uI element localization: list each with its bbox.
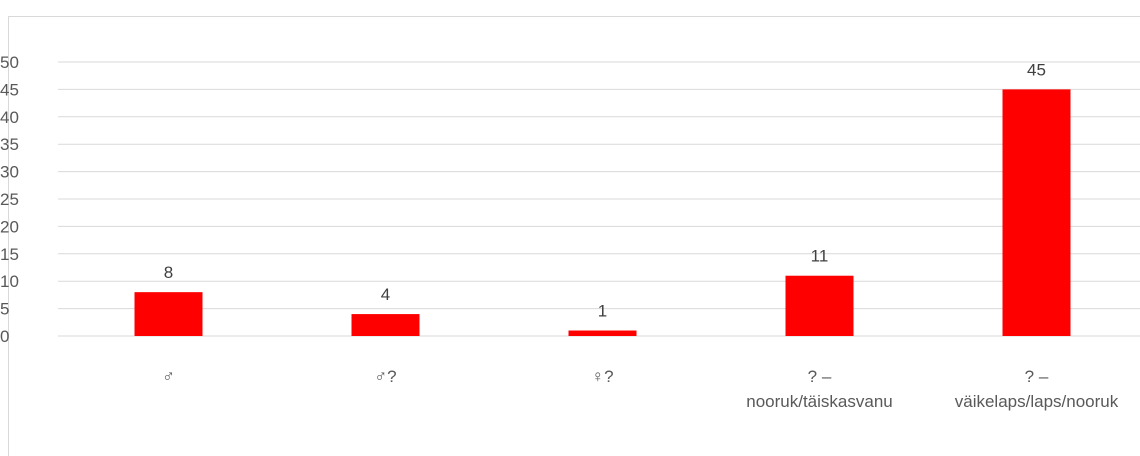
y-axis-ticks: 0 5 10 15 20 25 30 35 40 45 50 <box>0 53 19 346</box>
y-tick-label: 20 <box>0 217 19 236</box>
category-label: ♂ <box>162 367 175 386</box>
gridlines <box>58 61 1140 337</box>
bar <box>568 330 637 336</box>
category-label: ? – <box>808 367 832 386</box>
y-tick-label: 35 <box>0 135 19 154</box>
y-tick-label: 0 <box>0 327 9 346</box>
data-label: 4 <box>381 285 390 304</box>
bar <box>351 314 420 336</box>
chart-frame <box>8 16 1140 456</box>
data-label: 1 <box>598 302 607 321</box>
y-tick-label: 40 <box>0 108 19 127</box>
y-tick-label: 45 <box>0 80 19 99</box>
category-label: väikelaps/laps/nooruk <box>955 392 1119 411</box>
bar <box>1002 89 1071 337</box>
category-label: ? – <box>1025 367 1049 386</box>
y-tick-label: 50 <box>0 53 19 72</box>
bars <box>134 89 1071 337</box>
y-tick-label: 10 <box>0 272 19 291</box>
x-axis-categories: ♂ ♂? ♀? ? – nooruk/täiskasvanu ? – väikelaps/l… <box>162 367 1119 411</box>
y-tick-label: 15 <box>0 245 19 264</box>
data-label: 11 <box>811 247 829 266</box>
y-tick-label: 5 <box>0 300 9 319</box>
y-tick-label: 25 <box>0 190 19 209</box>
category-label: nooruk/täiskasvanu <box>746 392 892 411</box>
bar <box>785 275 854 336</box>
data-label: 45 <box>1027 60 1046 79</box>
data-label: 8 <box>164 263 173 282</box>
category-label: ♀? <box>591 367 613 386</box>
y-tick-label: 30 <box>0 163 19 182</box>
category-label: ♂? <box>374 367 396 386</box>
bar <box>134 292 203 336</box>
